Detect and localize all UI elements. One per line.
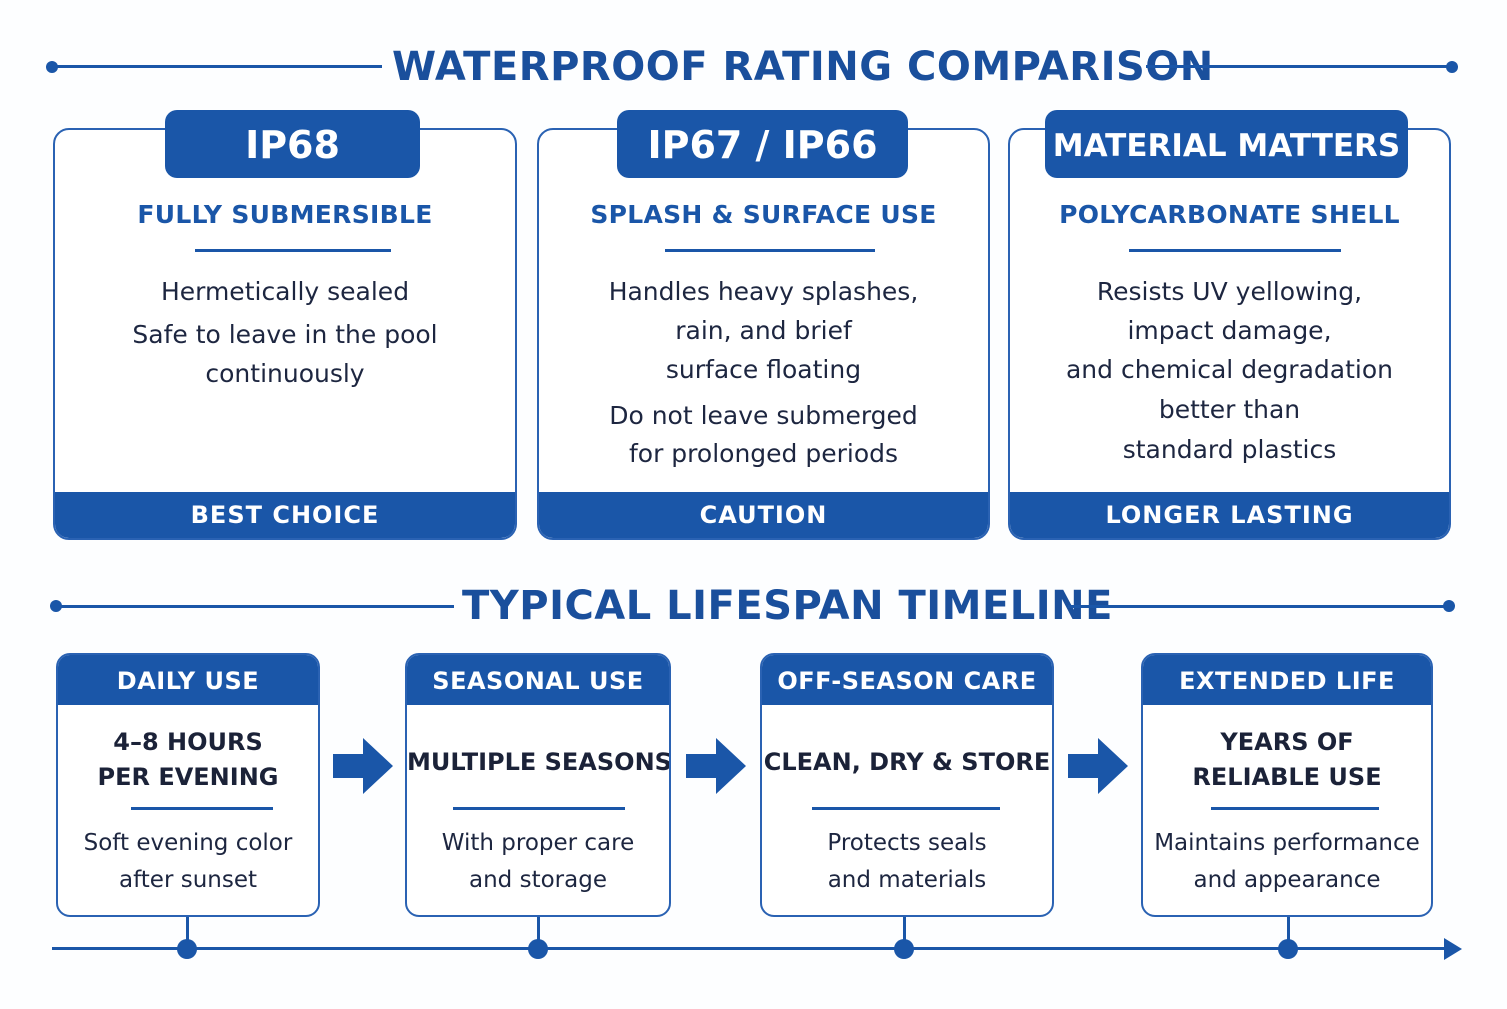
stage-divider (812, 807, 1000, 810)
stage-desc-line: Maintains performance (1154, 830, 1420, 856)
timeline-marker-stem (186, 917, 189, 947)
rating-section-title: WATERPROOF RATING COMPARISON (392, 44, 1214, 90)
card-divider (665, 249, 875, 252)
stage-main-line: CLEAN, DRY & STORE (763, 748, 1051, 776)
card-text-line: Do not leave submerged (609, 401, 918, 430)
timeline-header-rule-left (56, 605, 454, 608)
card-text-line: Handles heavy splashes, (608, 277, 919, 306)
header-rule-left (52, 65, 382, 68)
card-text-line: impact damage, (1127, 316, 1332, 345)
header-rule-right-dot (1446, 61, 1458, 73)
timeline-marker (1278, 939, 1298, 959)
card-divider (1129, 249, 1341, 252)
card-text-line: Hermetically sealed (160, 277, 410, 306)
stage-desc-line: Soft evening color (83, 830, 293, 856)
stage-desc-line: With proper care (441, 830, 635, 856)
timeline-marker (894, 939, 914, 959)
stage-main-line: PER EVENING (97, 763, 279, 791)
timeline-marker-stem (1287, 917, 1290, 947)
timeline-stage-extended-life: EXTENDED LIFE YEARS OF RELIABLE USE Main… (1141, 653, 1433, 917)
stage-desc-line: and storage (469, 867, 607, 893)
stage-divider (453, 807, 625, 810)
timeline-stage-daily-use: DAILY USE 4–8 HOURS PER EVENING Soft eve… (56, 653, 320, 917)
timeline-header-rule-right-dot (1443, 600, 1455, 612)
card-text-line: better than (1158, 395, 1301, 424)
card-badge-material-matters: MATERIAL MATTERS (1045, 110, 1408, 178)
card-footer-longer-lasting: LONGER LASTING (1010, 492, 1449, 538)
timeline-header-rule-right (1068, 605, 1448, 608)
card-text-line: rain, and brief (675, 316, 852, 345)
card-divider (195, 249, 391, 252)
timeline-marker (177, 939, 197, 959)
card-subtitle: SPLASH & SURFACE USE (590, 200, 937, 229)
timeline-axis (52, 947, 1448, 950)
timeline-stage-seasonal-use: SEASONAL USE MULTIPLE SEASONS With prope… (405, 653, 671, 917)
arrowhead-icon (1444, 938, 1462, 960)
timeline-marker (528, 939, 548, 959)
stage-main-line: RELIABLE USE (1192, 763, 1382, 791)
stage-header: EXTENDED LIFE (1143, 655, 1431, 705)
card-subtitle: FULLY SUBMERSIBLE (137, 200, 433, 229)
rating-card-ip68: FULLY SUBMERSIBLE Hermetically sealed Sa… (53, 128, 517, 540)
stage-desc-line: after sunset (118, 867, 257, 893)
rating-card-material: POLYCARBONATE SHELL Resists UV yellowing… (1008, 128, 1451, 540)
card-text-line: and chemical degradation (1065, 355, 1393, 384)
stage-main-line: MULTIPLE SEASONS (407, 748, 671, 776)
stage-divider (1211, 807, 1379, 810)
stage-header: DAILY USE (58, 655, 318, 705)
arrow-right-icon (1068, 738, 1128, 794)
stage-divider (131, 807, 273, 810)
arrow-right-icon (333, 738, 393, 794)
card-text-line: standard plastics (1122, 435, 1337, 464)
timeline-stage-off-season-care: OFF-SEASON CARE CLEAN, DRY & STORE Prote… (760, 653, 1054, 917)
stage-desc-line: and appearance (1193, 867, 1381, 893)
card-text-line: surface floating (665, 355, 862, 384)
card-footer-best-choice: BEST CHOICE (55, 492, 515, 538)
card-text-line: for prolonged periods (628, 439, 899, 468)
rating-card-ip67-ip66: SPLASH & SURFACE USE Handles heavy splas… (537, 128, 990, 540)
card-footer-caution: CAUTION (539, 492, 988, 538)
timeline-marker-stem (537, 917, 540, 947)
stage-desc-line: and materials (827, 867, 987, 893)
card-text-line: Resists UV yellowing, (1096, 277, 1363, 306)
stage-desc-line: Protects seals (827, 830, 987, 856)
card-text-line: Safe to leave in the pool (132, 320, 438, 349)
card-text-line: continuously (205, 359, 365, 388)
timeline-section-title: TYPICAL LIFESPAN TIMELINE (462, 583, 1113, 629)
stage-main-line: 4–8 HOURS (113, 728, 263, 756)
timeline-marker-stem (903, 917, 906, 947)
card-subtitle: POLYCARBONATE SHELL (1059, 200, 1400, 229)
stage-main-line: YEARS OF (1220, 728, 1354, 756)
card-badge-ip68: IP68 (165, 110, 420, 178)
stage-header: OFF-SEASON CARE (762, 655, 1052, 705)
header-rule-right (1146, 65, 1452, 68)
card-badge-ip67-ip66: IP67 / IP66 (617, 110, 908, 178)
arrow-right-icon (686, 738, 746, 794)
stage-header: SEASONAL USE (407, 655, 669, 705)
